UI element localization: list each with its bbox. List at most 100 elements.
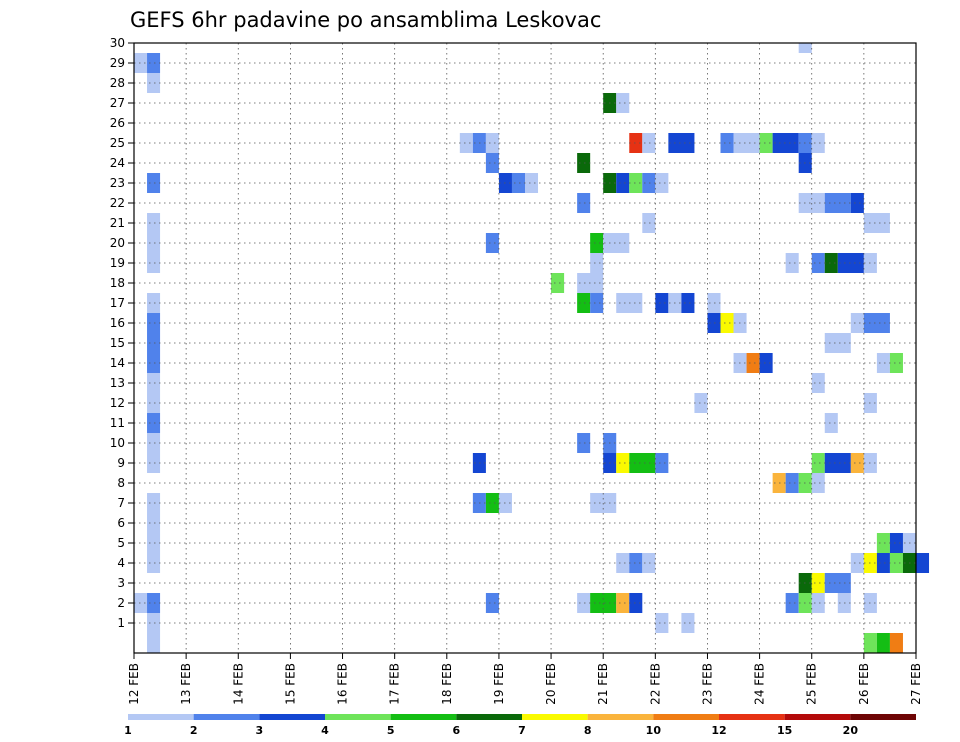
y-tick-label: 1 xyxy=(117,616,125,630)
heatmap-cell xyxy=(785,253,799,273)
heatmap-cell xyxy=(876,553,890,573)
x-tick-label: 13 FEB xyxy=(179,663,193,705)
heatmap-cell xyxy=(147,553,161,573)
colorbar-swatch xyxy=(128,714,194,720)
heatmap-cell xyxy=(876,633,890,653)
heatmap-cell xyxy=(616,453,630,473)
heatmap-cell xyxy=(629,133,643,153)
heatmap-cell xyxy=(681,293,695,313)
heatmap-cell xyxy=(629,173,643,193)
y-tick-label: 3 xyxy=(117,576,125,590)
heatmap-cell xyxy=(147,433,161,453)
heatmap-cell xyxy=(811,453,825,473)
y-tick-label: 9 xyxy=(117,456,125,470)
heatmap-cell xyxy=(876,353,890,373)
colorbar-label: 12 xyxy=(711,724,726,737)
y-axis: 1234567891011121314151617181920212223242… xyxy=(110,36,134,630)
heatmap-cell xyxy=(616,593,630,613)
y-tick-label: 7 xyxy=(117,496,125,510)
colorbar-label: 3 xyxy=(256,724,264,737)
heatmap-cell xyxy=(824,193,851,213)
heatmap-cell xyxy=(785,593,799,613)
heatmap-cell xyxy=(629,453,656,473)
x-tick-label: 18 FEB xyxy=(440,663,454,705)
colorbar-swatch xyxy=(456,714,522,720)
colorbar-label: 1 xyxy=(124,724,132,737)
y-tick-label: 5 xyxy=(117,536,125,550)
heatmap-cell xyxy=(889,553,903,573)
x-axis: 12 FEB 13 FEB 14 FEB 15 FEB 16 FEB 17 FEB 18 F… xyxy=(127,653,923,705)
heatmap-cell xyxy=(746,353,760,373)
heatmap-cell xyxy=(889,533,903,553)
heatmap-cell xyxy=(485,233,499,253)
heatmap-cell xyxy=(681,613,695,633)
y-tick-label: 2 xyxy=(117,596,125,610)
x-tick-label: 20 FEB xyxy=(544,663,558,705)
colorbar-label: 2 xyxy=(190,724,198,737)
heatmap-cell xyxy=(811,133,825,153)
colorbar-swatch xyxy=(784,714,851,720)
colorbar-swatch xyxy=(390,714,457,720)
y-tick-label: 24 xyxy=(110,156,125,170)
y-tick-label: 14 xyxy=(110,356,125,370)
heatmap-cell xyxy=(694,393,708,413)
y-tick-label: 13 xyxy=(110,376,125,390)
x-tick-label: 26 FEB xyxy=(857,663,871,705)
y-tick-label: 17 xyxy=(110,296,125,310)
heatmap-cell xyxy=(629,553,643,573)
heatmap-cell xyxy=(850,313,864,333)
heatmap-cell xyxy=(772,133,799,153)
heatmap-cell xyxy=(551,273,565,293)
heatmap-cell xyxy=(134,53,148,73)
x-tick-label: 24 FEB xyxy=(753,663,767,705)
heatmap-cell xyxy=(147,453,161,473)
heatmap-cell xyxy=(824,253,838,273)
heatmap-cell xyxy=(485,153,499,173)
x-tick-label: 16 FEB xyxy=(336,663,350,705)
heatmap-cell xyxy=(798,43,812,53)
heatmap-cell xyxy=(759,133,773,153)
heatmap-cell xyxy=(811,253,825,273)
heatmap-cell xyxy=(147,293,161,313)
x-tick-label: 15 FEB xyxy=(283,663,297,705)
heatmap-cell xyxy=(616,553,630,573)
heatmap-cell xyxy=(811,573,825,593)
heatmap-cell xyxy=(147,353,161,373)
colorbar-label: 4 xyxy=(321,724,329,737)
y-tick-label: 26 xyxy=(110,116,125,130)
heatmap-cell xyxy=(837,253,864,273)
heatmap-cell xyxy=(655,293,669,313)
colorbar-label: 10 xyxy=(646,724,662,737)
heatmap-cell xyxy=(850,193,864,213)
heatmap-cell xyxy=(863,313,890,333)
heatmap-cell xyxy=(147,53,161,73)
heatmap-cell xyxy=(485,133,499,153)
heatmap-cell xyxy=(863,633,877,653)
heatmap-cell xyxy=(876,533,890,553)
colorbar-label: 8 xyxy=(584,724,592,737)
colorbar-label: 15 xyxy=(777,724,792,737)
heatmap-cell xyxy=(759,353,773,373)
colorbar-legend: 1 2 3 4 5 6 7 8 10 12 15 20 xyxy=(124,714,916,737)
heatmap-cell xyxy=(889,633,903,653)
x-tick-label: 14 FEB xyxy=(231,663,245,705)
heatmap-cell xyxy=(577,153,591,173)
heatmap-cell xyxy=(824,413,838,433)
heatmap-cell xyxy=(590,293,604,313)
heatmap-cell xyxy=(147,73,161,93)
colorbar-label: 5 xyxy=(387,724,395,737)
colorbar-swatch xyxy=(325,714,391,720)
heatmap-cell xyxy=(824,333,851,353)
heatmap-cell xyxy=(147,613,161,633)
colorbar-swatch xyxy=(653,714,719,720)
colorbar-label: 20 xyxy=(843,724,859,737)
heatmap-cell xyxy=(147,493,161,513)
heatmap-cell xyxy=(616,93,630,113)
heatmap-cell xyxy=(577,193,591,213)
colorbar-swatch xyxy=(193,714,260,720)
y-tick-label: 6 xyxy=(117,516,125,530)
heatmap-cell xyxy=(525,173,539,193)
heatmap-cell xyxy=(642,553,656,573)
heatmap-cells xyxy=(134,43,930,653)
heatmap-cell xyxy=(850,553,864,573)
